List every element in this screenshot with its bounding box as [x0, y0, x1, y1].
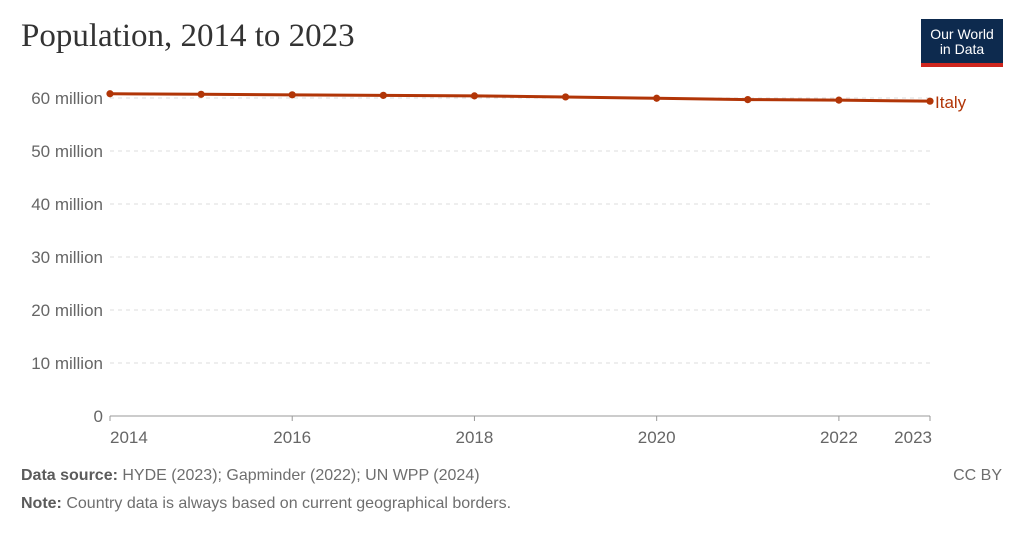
data-point — [288, 91, 296, 99]
logo-line-1: Our World — [930, 26, 994, 42]
data-point — [379, 91, 387, 99]
y-tick-label: 20 million — [31, 301, 103, 320]
data-point — [106, 90, 114, 98]
y-tick-label: 40 million — [31, 195, 103, 214]
x-tick-label: 2022 — [820, 428, 858, 447]
x-axis — [109, 415, 931, 421]
x-tick-label: 2016 — [273, 428, 311, 447]
x-axis-tick-labels: 2014 2016 2018 2020 2022 2023 — [110, 428, 932, 447]
y-tick-label: 50 million — [31, 142, 103, 161]
logo-line-2: in Data — [939, 41, 985, 57]
license-link[interactable]: CC BY — [953, 467, 1002, 484]
grid-lines — [110, 97, 930, 364]
y-tick-label: 60 million — [31, 89, 103, 108]
note-line: Note: Country data is always based on cu… — [21, 495, 511, 513]
data-point — [197, 90, 205, 98]
y-tick-label: 30 million — [31, 248, 103, 267]
owid-logo[interactable]: Our World in Data — [921, 19, 1003, 67]
x-tick-label: 2023 — [894, 428, 932, 447]
data-point — [470, 92, 479, 100]
data-source-line: Data source: HYDE (2023); Gapminder (202… — [21, 467, 480, 485]
y-tick-label: 0 — [94, 407, 103, 426]
data-point — [835, 96, 843, 104]
data-point — [926, 97, 934, 105]
data-source-label: Data source: — [21, 467, 118, 484]
y-tick-label: 10 million — [31, 354, 103, 373]
data-point — [561, 93, 570, 101]
series-layer: Italy — [106, 90, 967, 112]
data-point — [744, 95, 752, 104]
y-axis-tick-labels: 0 10 million 20 million 30 million 40 millio… — [31, 89, 103, 426]
series-label-italy: Italy — [935, 93, 967, 112]
chart-title: Population, 2014 to 2023 — [21, 18, 355, 54]
x-tick-label: 2018 — [456, 428, 494, 447]
note-text: Country data is always based on current … — [66, 495, 512, 512]
note-label: Note: — [21, 495, 62, 512]
data-point — [653, 94, 661, 102]
x-tick-label: 2014 — [110, 428, 148, 447]
data-source-text: HYDE (2023); Gapminder (2022); UN WPP (2… — [122, 467, 480, 484]
series-line-italy — [108, 92, 932, 103]
x-tick-label: 2020 — [638, 428, 676, 447]
